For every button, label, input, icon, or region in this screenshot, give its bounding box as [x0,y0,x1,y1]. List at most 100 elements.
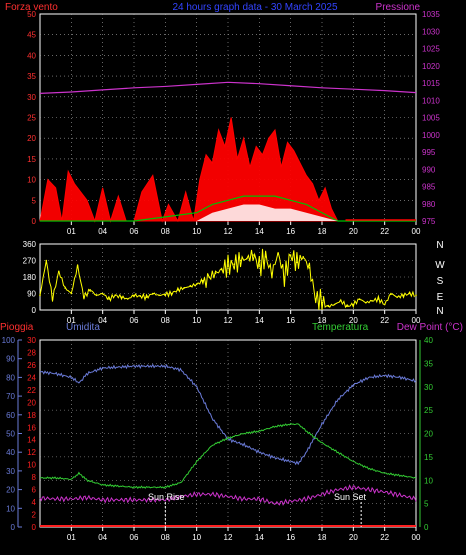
dewpoint-line [39,484,417,506]
y2-tick-label: 1005 [422,114,440,123]
wind-direction-point [120,296,123,298]
x-tick-label: 18 [318,316,327,325]
x-tick-label: 04 [98,316,107,325]
temperature-tick-label: 25 [424,406,433,415]
temperature-line [39,422,417,489]
temperature-axis-title: Temperatura [312,322,369,333]
x-tick-label: 22 [380,533,389,542]
y-tick-label: 50 [27,10,36,19]
x-tick-label: 04 [98,227,107,236]
temperature-tick-label: 10 [424,476,433,485]
x-tick-label: 14 [255,316,264,325]
y2-tick-label: 1015 [422,79,440,88]
temperature-tick-label: 0 [424,523,429,532]
wind-direction-point [126,298,129,300]
wind-direction-point [58,270,60,273]
wind-direction-point [365,301,367,304]
wind-direction-point [83,296,85,298]
wind-direction-point [202,279,204,282]
wind-axis-title: Forza vento [5,2,58,13]
rain-tick-label: 28 [27,348,36,357]
y-tick-label: 360 [23,240,37,249]
rain-axis-title: Pioggia [0,322,34,333]
x-tick-label: 00 [412,316,421,325]
wind-direction-point [296,261,298,264]
wind-direction-point [340,300,342,302]
y2-tick-label: 985 [422,183,436,192]
humidity-tick-label: 90 [6,355,15,364]
y-tick-label: 10 [27,176,36,185]
wind-gust-area [39,117,416,223]
rain-tick-label: 0 [32,523,37,532]
x-tick-label: 22 [380,316,389,325]
pressure-line [39,81,417,94]
x-tick-label: 06 [130,316,139,325]
wind-direction-point [390,292,392,295]
rain-tick-label: 22 [27,386,36,395]
temperature-tick-label: 15 [424,453,433,462]
wind-direction-point [164,293,167,296]
humidity-tick-label: 40 [6,448,15,457]
wind-direction-point [227,265,229,267]
x-tick-label: 18 [318,227,327,236]
humidity-tick-label: 0 [11,523,16,532]
temperature-tick-label: 35 [424,359,433,368]
wind-direction-point [208,276,210,278]
y2-tick-label: 995 [422,148,436,157]
wind-direction-point [246,257,248,260]
humidity-tick-label: 70 [6,392,15,401]
rain-tick-label: 24 [27,373,36,382]
x-tick-label: 00 [412,533,421,542]
y2-tick-label: 1010 [422,96,440,105]
x-tick-label: 06 [130,227,139,236]
y-tick-label: 270 [23,257,37,266]
wind-direction-point [352,303,355,306]
wind-direction-point [252,254,254,256]
wind-direction-point [314,298,317,300]
humidity-tick-label: 100 [2,336,16,345]
compass-label: E [437,292,444,303]
x-tick-label: 08 [161,316,170,325]
rain-tick-label: 6 [32,486,37,495]
rain-tick-label: 10 [27,461,36,470]
wind-direction-point [258,265,261,267]
y-tick-label: 180 [23,273,37,282]
x-tick-label: 01 [67,533,76,542]
y-tick-label: 0 [32,217,37,226]
x-tick-label: 22 [380,227,389,236]
compass-label: N [436,240,443,251]
x-tick-label: 20 [349,227,358,236]
y2-tick-label: 1035 [422,10,440,19]
y-tick-label: 90 [27,290,36,299]
temperature-tick-label: 40 [424,336,433,345]
x-tick-label: 16 [286,227,295,236]
temperature-tick-label: 20 [424,430,433,439]
y2-tick-label: 1000 [422,131,440,140]
wind-direction-point [64,287,66,289]
wind-min-area [40,204,416,221]
x-tick-label: 04 [98,533,107,542]
wind-direction-point [358,298,361,300]
rain-tick-label: 30 [27,336,36,345]
wind-pressure-panel: 0510152025303540455097598098599099510001… [27,10,440,236]
humidity-axis-title: Umidita [66,322,100,333]
dewpoint-axis-title: Dew Point (°C) [397,322,463,333]
wind-direction-point [76,265,79,267]
x-tick-label: 10 [192,316,201,325]
wind-direction-point [377,298,380,300]
wind-direction-point [408,292,411,295]
x-tick-label: 00 [412,227,421,236]
y-tick-label: 15 [27,155,36,164]
wind-direction-point [152,292,154,295]
rain-tick-label: 16 [27,423,36,432]
temperature-tick-label: 30 [424,383,433,392]
compass-label: W [435,260,445,271]
wind-direction-point [101,292,104,295]
wind-direction-point [70,292,73,295]
wind-direction-point [402,294,405,297]
wind-direction-point [195,283,198,286]
x-tick-label: 20 [349,533,358,542]
wind-direction-point [415,294,417,297]
y-tick-label: 30 [27,93,36,102]
